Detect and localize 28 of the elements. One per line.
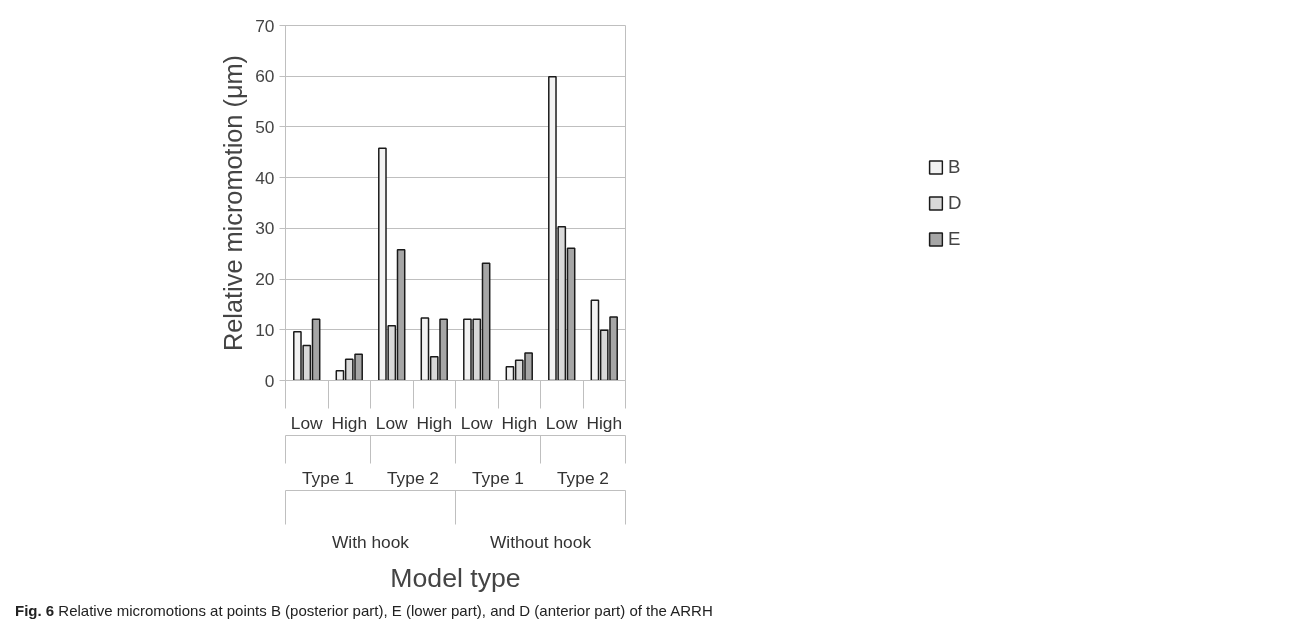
- y-tick-label: 20: [255, 269, 275, 290]
- y-tick-label: 40: [255, 167, 275, 188]
- y-tick-label: 50: [255, 116, 275, 137]
- legend-label: D: [948, 191, 963, 214]
- caption: Fig. 6 Relative micromotions at points B (posterior part), E (lower part), and D (anterior part) of the ARRH: [15, 601, 713, 621]
- text: Without hook: [489, 531, 592, 552]
- text: Type 2: [556, 467, 610, 488]
- x-tick-label: Low: [545, 412, 579, 433]
- x-tick-label: High: [416, 412, 453, 433]
- y-tick-label: 60: [255, 66, 275, 87]
- x-tick-label: Low: [290, 412, 324, 433]
- y-tick-label: 30: [255, 218, 275, 239]
- text: Type 1: [301, 467, 355, 488]
- y-axis-title: Relative micromotion (μm): [219, 54, 248, 352]
- text: With hook: [331, 531, 410, 552]
- x-tick-label: Low: [460, 412, 494, 433]
- x-tick-label: High: [331, 412, 368, 433]
- x-tick-label: Low: [375, 412, 409, 433]
- text: Type 2: [386, 467, 440, 488]
- x-tick-label: High: [501, 412, 538, 433]
- legend-label: E: [948, 227, 962, 250]
- y-tick-label: 70: [255, 15, 275, 36]
- legend-label: B: [948, 155, 962, 178]
- y-tick-label: 0: [264, 370, 275, 391]
- text: Type 1: [471, 467, 525, 488]
- x-tick-label: High: [586, 412, 623, 433]
- y-tick-label: 10: [255, 319, 275, 340]
- x-axis-title: Model type: [390, 562, 521, 593]
